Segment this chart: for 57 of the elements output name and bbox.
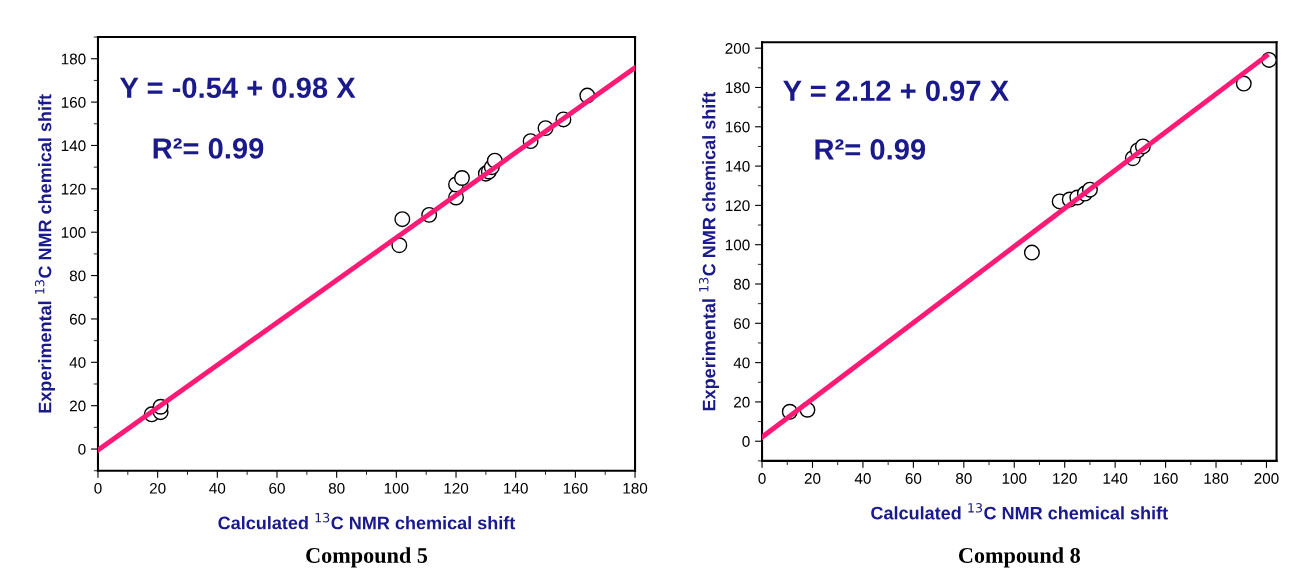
y-tick-label: 180: [61, 53, 86, 65]
x-tick-label: 160: [1154, 473, 1178, 484]
x-tick-label: 20: [804, 473, 821, 484]
point: [1023, 244, 1040, 261]
point: [454, 170, 470, 186]
x-tick-label: 60: [905, 473, 922, 484]
x-tick-label: 120: [1053, 473, 1077, 484]
x-tick-label: 140: [1103, 473, 1128, 484]
point: [1235, 75, 1252, 92]
y-tick-label: 120: [725, 200, 750, 212]
x-tick-label: 80: [328, 482, 345, 494]
x-tick-label: 40: [209, 482, 226, 494]
annotation: R²= 0.99: [815, 139, 926, 160]
y-tick-label: 40: [733, 357, 750, 369]
y-axis-title: Experimental $^{13}$C NMR chemical shift: [698, 91, 720, 411]
y-tick-label: 40: [69, 357, 86, 368]
x-tick-label: 80: [955, 473, 972, 484]
x-tick-label: 200: [1254, 473, 1279, 484]
y-tick-label: 20: [734, 396, 750, 408]
y-tick-label: 200: [725, 43, 750, 54]
x-axis-title: Calculated $^{13}$C NMR chemical shift: [871, 503, 1168, 520]
y-tick-label: 60: [734, 318, 750, 329]
x-tick-label: 140: [504, 482, 528, 494]
x-tick-label: 100: [1002, 473, 1027, 484]
x-tick-label: 60: [269, 482, 285, 494]
point: [394, 211, 411, 228]
y-tick-label: 100: [61, 227, 86, 238]
x-tick-label: 120: [444, 482, 469, 494]
y-tick-label: 160: [725, 121, 750, 133]
y-tick-label: 80: [733, 278, 750, 290]
y-axis-title: Experimental $^{13}$C NMR chemical shift: [34, 94, 55, 413]
y-tick-label: 140: [725, 160, 750, 172]
point: [391, 237, 408, 254]
y-tick-label: 60: [69, 313, 86, 325]
x-tick-label: 0: [94, 482, 102, 494]
annotation: R²= 0.99: [153, 138, 264, 159]
x-tick-label: 0: [758, 473, 766, 484]
x-tick-label: 160: [563, 482, 588, 494]
y-tick-label: 180: [725, 82, 750, 94]
annotation: Y = -0.54 + 0.98 X: [119, 77, 356, 99]
x-tick-label: 40: [854, 473, 871, 484]
x-axis-title: Calculated $^{13}$C NMR chemical shift: [218, 512, 516, 530]
y-tick-label: 120: [61, 183, 86, 195]
x-tick-label: 180: [623, 482, 648, 494]
x-tick-label: 100: [384, 482, 409, 494]
annotation: Y = 2.12 + 0.97 X: [783, 80, 1009, 102]
text: Compound 5: [306, 547, 428, 568]
text: Compound 8: [958, 547, 1081, 568]
y-tick-label: 100: [725, 239, 750, 251]
x-tick-label: 180: [1204, 473, 1229, 484]
y-tick-label: 160: [61, 96, 86, 108]
y-tick-label: 0: [742, 436, 750, 447]
y-tick-label: 140: [61, 140, 86, 152]
y-tick-label: 80: [69, 270, 86, 282]
y-tick-label: 0: [78, 443, 86, 455]
y-tick-label: 20: [69, 400, 86, 412]
x-tick-label: 20: [149, 482, 166, 494]
